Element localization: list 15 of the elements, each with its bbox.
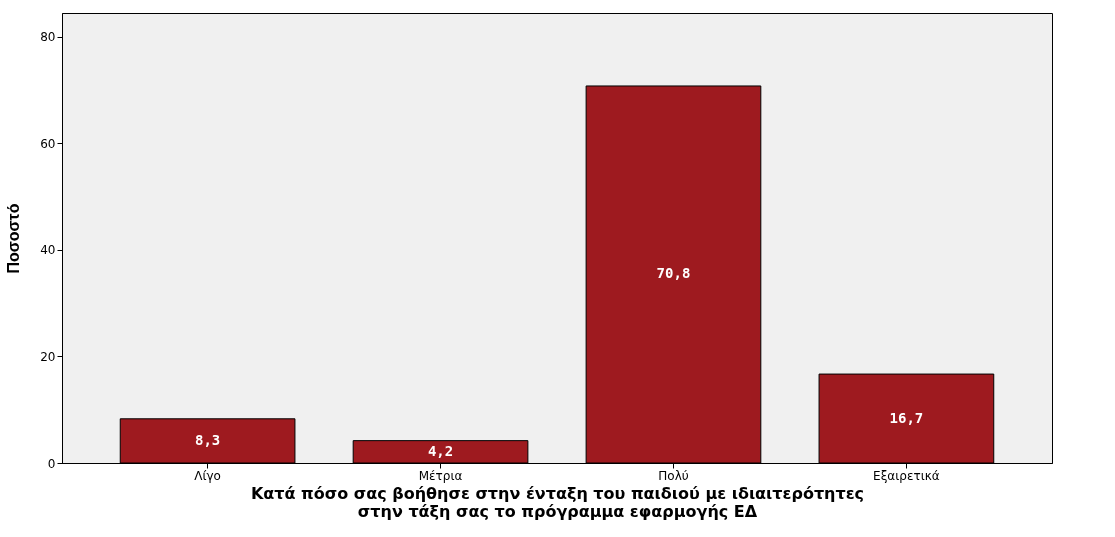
data-label: 16,7 bbox=[889, 409, 924, 426]
y-tick-label: 40 bbox=[40, 243, 56, 258]
x-axis-title: Κατά πόσο σας βοήθησε στην ένταξη του παιδιού με ιδιαιτερότητες στην τάξη σας το πρόγραμμα εφαρμογής ΕΔ bbox=[250, 483, 865, 521]
data-label: 70,8 bbox=[656, 265, 691, 282]
y-tick-label: 80 bbox=[40, 30, 56, 45]
data-label: 4,2 bbox=[427, 442, 454, 459]
y-tick-label: 0 bbox=[47, 456, 56, 471]
x-tick-label: Πολύ bbox=[658, 468, 689, 483]
x-tick-label: Λίγο bbox=[194, 468, 221, 483]
data-label: 8,3 bbox=[194, 431, 221, 448]
y-tick-label: 60 bbox=[40, 136, 56, 151]
x-tick-label: Εξαιρετικά bbox=[873, 468, 940, 483]
y-tick-label: 20 bbox=[40, 349, 56, 364]
x-tick-label: Μέτρια bbox=[418, 468, 463, 483]
y-axis-title: Ποσοστό bbox=[5, 203, 23, 274]
